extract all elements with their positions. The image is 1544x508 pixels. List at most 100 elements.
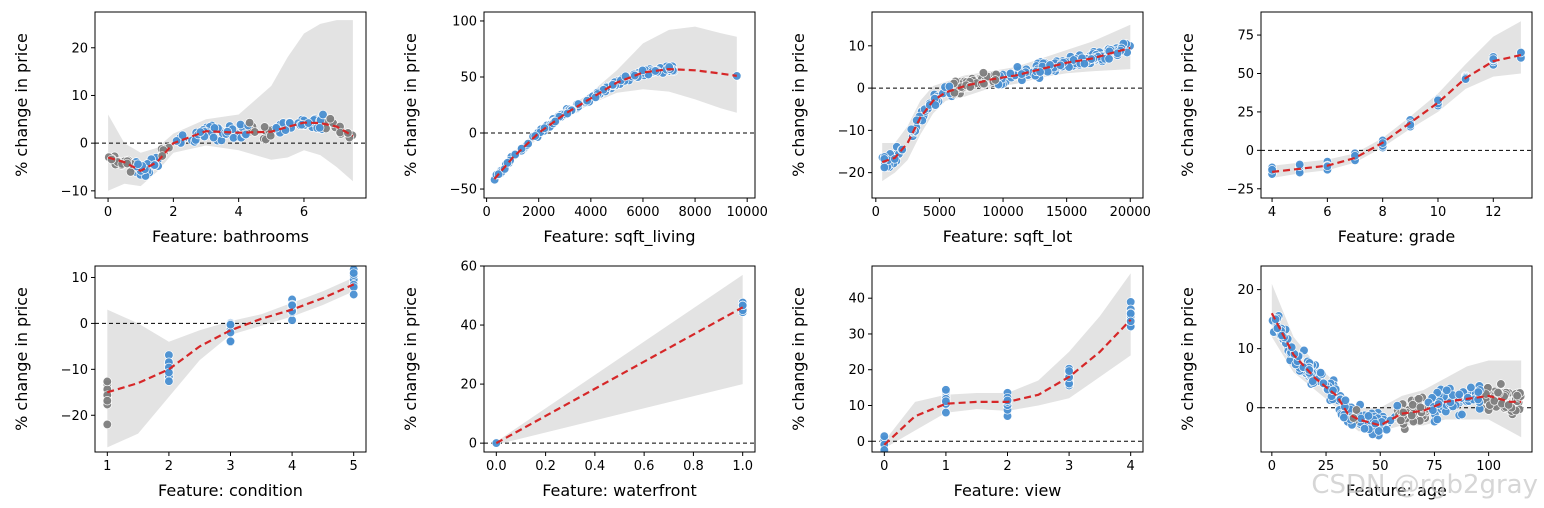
scatter-point-blue [1381,425,1392,435]
y-axis-label: % change in price [1178,33,1197,177]
scatter-point-gray [102,396,112,406]
x-tick-label: 0 [1268,459,1276,474]
scatter-point-blue [287,300,297,310]
fit-curve [107,121,354,173]
y-tick-label: 0 [469,127,477,142]
y-tick-label: 50 [460,70,477,85]
y-tick-label: 10 [848,399,865,414]
x-tick-label: 4 [288,459,296,474]
y-tick-label: 0 [857,435,865,450]
scatter-points [877,38,1135,173]
y-tick-label: 10 [1237,342,1254,357]
x-tick-label: 25 [1318,459,1335,474]
y-tick-label: 10 [71,271,88,286]
scatter-point-blue [1064,366,1074,376]
x-tick-label: 0.0 [486,459,507,474]
x-tick-label: 5000 [923,205,956,220]
x-tick-label: 50 [1372,459,1389,474]
scatter-point-blue [879,431,889,441]
scatter-point-blue [225,336,236,346]
x-tick-label: 0.6 [634,459,655,474]
x-axis-label: Feature: bathrooms [152,227,309,246]
scatter-point-blue [941,407,951,418]
fit-curve [881,46,1131,164]
scatter-point-blue [1442,385,1452,395]
panel-sqft-living: 0 2000 4000 6000 8000 10000 −50 0 50 100 Feature: … [401,11,768,247]
axes-frame [1260,11,1533,199]
x-axis-label: Feature: view [954,481,1062,500]
scatter-point-blue [1079,59,1090,69]
x-tick-label: 10000 [727,205,768,220]
scatter-point-blue [349,268,359,278]
scatter-point-blue [491,438,501,448]
y-axis-label: % change in price [789,287,808,431]
scatter-point-blue [1466,382,1476,393]
y-tick-label: −50 [450,183,477,198]
y-tick-label: 20 [460,378,477,393]
y-tick-label: 20 [71,41,88,56]
scatter-point-blue [1304,365,1314,375]
y-tick-label: 60 [460,260,477,275]
fit-curve [495,306,744,445]
x-tick-label: 6 [1323,205,1331,220]
y-tick-label: 40 [460,319,477,334]
x-tick-label: 75 [1426,459,1443,474]
scatter-point-blue [225,320,236,330]
scatter-point-blue [1428,405,1438,415]
scatter-point-blue [1126,316,1136,326]
x-tick-label: 0 [872,205,880,220]
x-tick-label: 1 [942,459,950,474]
y-tick-label: 30 [848,327,865,342]
x-tick-label: 8 [1379,205,1387,220]
scatter-point-blue [1473,387,1483,397]
scatter-point-blue [164,376,174,386]
y-tick-label: 20 [1237,283,1254,298]
scatter-point-blue [1012,62,1023,72]
panel-grade: 4 6 8 10 12 −25 0 25 50 75 Feature: grade % change … [1178,11,1533,246]
y-tick-label: 0 [857,82,865,97]
scatter-point-gray [978,68,989,78]
x-tick-label: 2000 [522,205,555,220]
scatter-point-gray [1407,410,1417,421]
scatter-point-gray [1396,415,1406,426]
x-tick-label: 2 [165,459,173,474]
y-tick-label: 10 [71,89,88,104]
y-tick-label: 50 [1237,67,1254,82]
x-tick-label: 15000 [1046,205,1087,220]
scatter-point-blue [318,109,328,120]
x-axis-label: Feature: age [1346,481,1447,500]
y-tick-label: 40 [848,292,865,307]
confidence-band [107,277,354,448]
x-tick-label: 5 [350,459,358,474]
scatter-point-blue [1339,412,1349,423]
confidence-band [494,26,737,185]
panel-sqft-lot: 0 5000 10000 15000 20000 −20 −10 0 10 Feature: sq… [789,11,1151,247]
scatter-point-blue [1363,411,1374,421]
y-tick-label: 0 [80,137,88,152]
scatter-point-blue [315,123,325,133]
scatter-point-gray [1415,402,1426,412]
x-tick-label: 0.2 [535,459,556,474]
scatter-point-gray [102,376,112,387]
y-axis-label: % change in price [401,33,420,177]
scatter-point-blue [879,162,890,173]
panel-waterfront: 0.0 0.2 0.4 0.6 0.8 1.0 0 20 40 60 Feature: waterf… [401,260,756,500]
confidence-band [1272,21,1521,179]
scatter-point-blue [164,367,174,378]
y-tick-label: 0 [1246,144,1254,159]
panel-condition: 1 2 3 4 5 −20 −10 0 10 Feature: condition % change… [12,265,367,500]
confidence-band [496,274,743,445]
x-tick-label: 0 [482,205,490,220]
scatter-point-gray [1408,400,1418,410]
scatter-point-blue [879,445,889,452]
x-tick-label: 0 [880,459,888,474]
x-tick-label: 2 [169,205,177,220]
y-tick-label: −10 [61,363,88,378]
x-tick-label: 0 [104,205,112,220]
x-axis-label: Feature: grade [1338,227,1455,246]
x-tick-label: 2 [1003,459,1011,474]
scatter-point-gray [325,114,335,124]
x-tick-label: 10 [1430,205,1447,220]
x-tick-label: 4000 [574,205,607,220]
